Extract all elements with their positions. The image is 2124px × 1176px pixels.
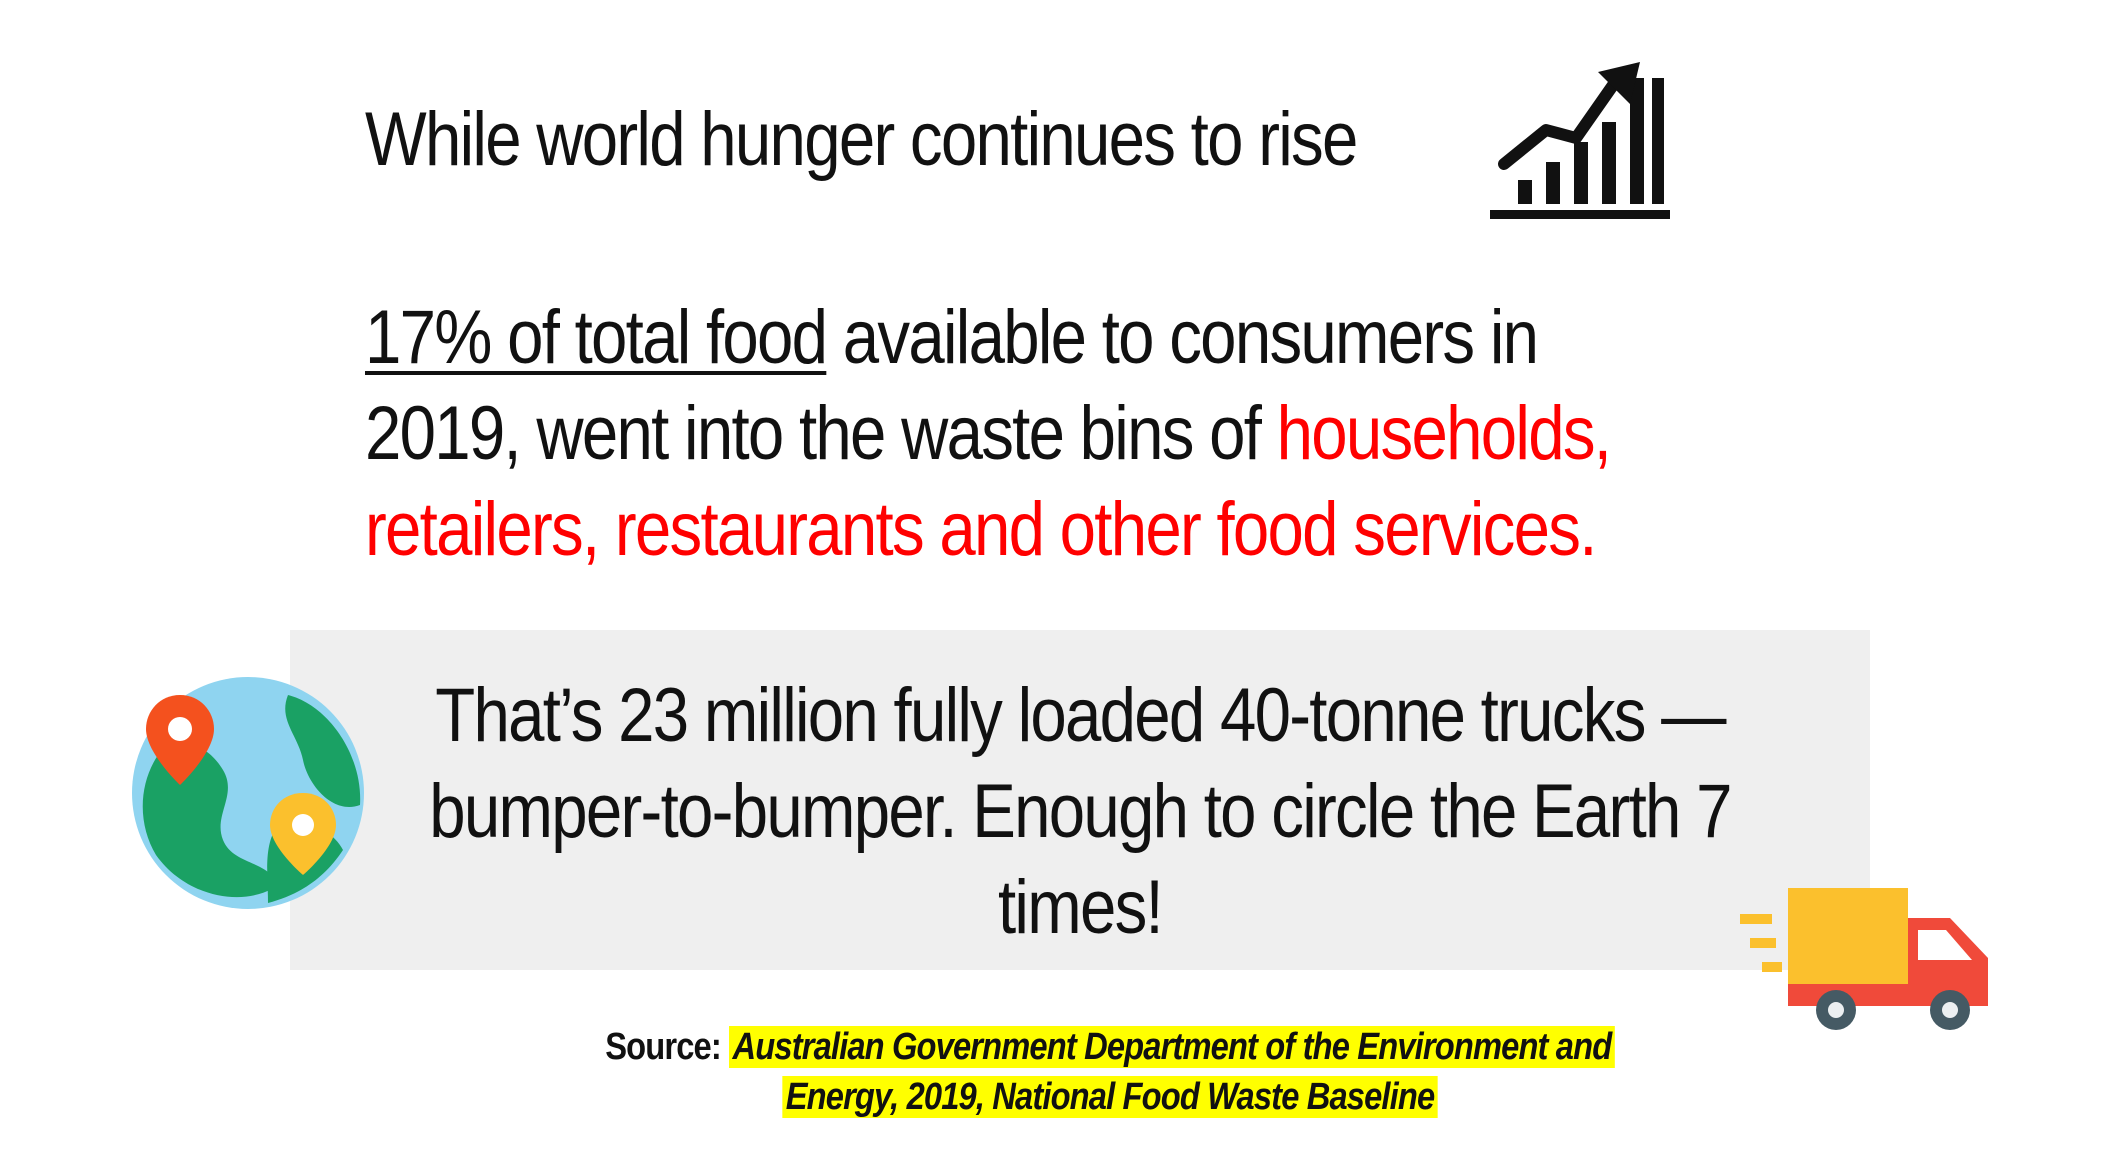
stat-line2-plain: 2019, went into the waste bins of	[365, 391, 1277, 476]
callout-text: That’s 23 million fully loaded 40-tonne …	[290, 668, 1870, 956]
source-label: Source:	[605, 1026, 722, 1068]
source-citation: Source: Australian Government Department…	[490, 1022, 1730, 1122]
stat-line2-red: households,	[1276, 391, 1612, 476]
callout-line-2: bumper-to-bumper. Enough to circle the E…	[429, 769, 1732, 854]
food-waste-statistic: 17% of total food available to consumers…	[365, 290, 1741, 578]
fast-delivery-truck-icon	[1740, 888, 1988, 1030]
stat-line1-rest: available to consumers in	[826, 295, 1539, 380]
stat-line3-red: retailers, restaurants and other food se…	[365, 487, 1597, 572]
globe-with-location-pins-icon	[132, 677, 364, 909]
headline: While world hunger continues to rise	[365, 97, 1358, 182]
trending-up-chart-icon	[1490, 62, 1670, 219]
callout-line-1: That’s 23 million fully loaded 40-tonne …	[435, 673, 1726, 758]
source-citation-line-2: Energy, 2019, National Food Waste Baseli…	[782, 1076, 1438, 1118]
callout-line-3: times!	[997, 865, 1164, 950]
stat-underlined-phrase: 17% of total food	[365, 295, 828, 380]
source-citation-line-1: Australian Government Department of the …	[729, 1026, 1615, 1068]
callout-panel	[290, 630, 1870, 970]
